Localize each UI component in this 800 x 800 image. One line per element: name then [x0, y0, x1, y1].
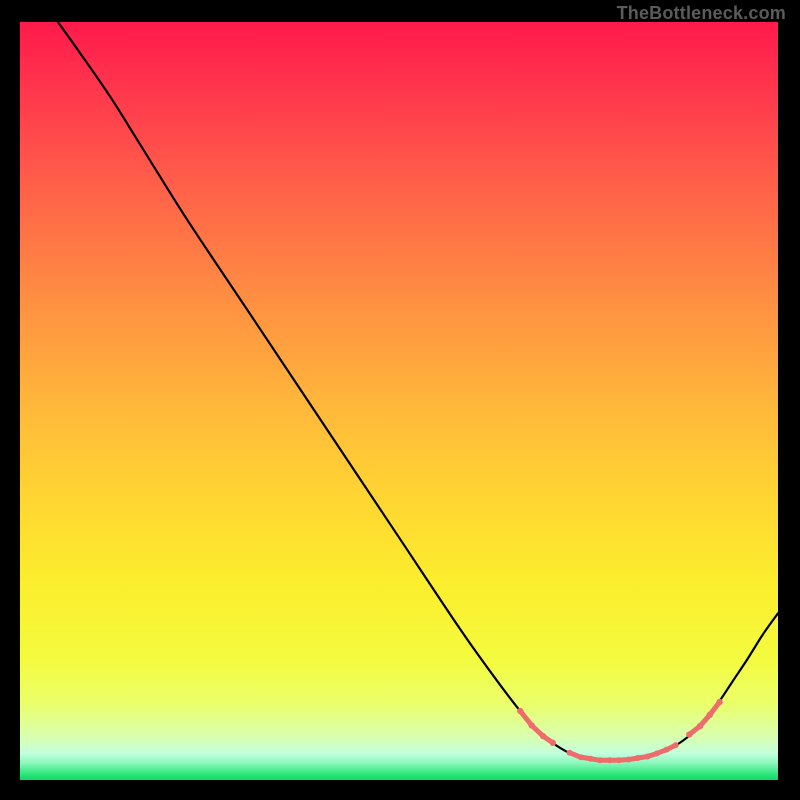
marker-dot: [645, 754, 651, 760]
attribution-text: TheBottleneck.com: [617, 3, 786, 24]
marker-dot: [567, 750, 573, 756]
marker-dot: [673, 742, 679, 748]
marker-dot: [664, 747, 670, 753]
marker-dot: [697, 723, 703, 729]
marker-dot: [607, 757, 613, 763]
marker-dot: [626, 757, 632, 763]
marker-dot: [597, 757, 603, 763]
chart-svg: [20, 22, 778, 780]
marker-dot: [707, 712, 713, 718]
marker-dot: [528, 722, 534, 728]
marker-dot: [540, 733, 546, 739]
marker-dot: [588, 756, 594, 762]
marker-dot: [517, 708, 523, 714]
marker-dot: [716, 699, 722, 705]
marker-dot: [550, 740, 556, 746]
chart-gradient-plot: [20, 22, 778, 780]
marker-dot: [578, 754, 584, 760]
marker-dot: [616, 757, 622, 763]
marker-dot: [635, 755, 641, 761]
marker-dot: [654, 750, 660, 756]
marker-dot: [686, 731, 692, 737]
